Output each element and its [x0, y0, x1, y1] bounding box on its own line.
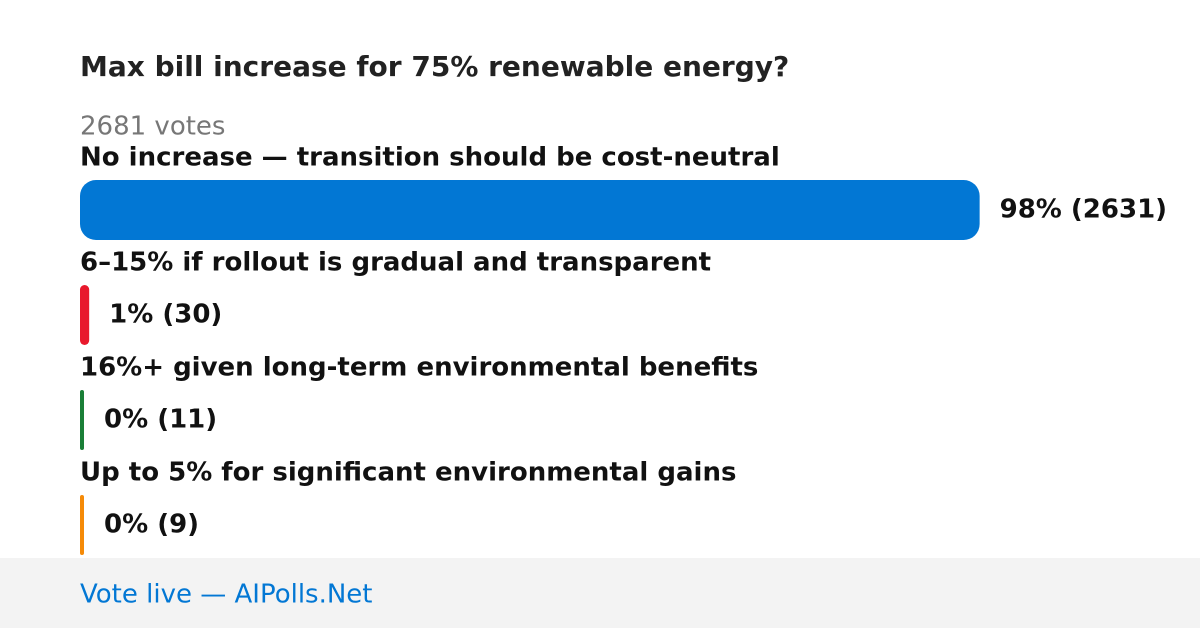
poll-title: Max bill increase for 75% renewable ener…: [80, 50, 789, 83]
result-label: 0% (9): [104, 510, 199, 540]
option-label: No increase — transition should be cost-…: [80, 143, 780, 173]
footer-link[interactable]: Vote live — AIPolls.Net: [80, 580, 373, 610]
result-bar: [80, 390, 84, 450]
option-label: Up to 5% for significant environmental g…: [80, 458, 736, 488]
result-label: 0% (11): [104, 405, 217, 435]
option-label: 6–15% if rollout is gradual and transpar…: [80, 248, 711, 278]
result-label: 1% (30): [109, 300, 222, 330]
result-bar: [80, 285, 90, 345]
result-bar: [80, 180, 980, 240]
result-bar: [80, 495, 84, 555]
option-label: 16%+ given long-term environmental benef…: [80, 353, 758, 383]
vote-count: 2681 votes: [80, 112, 225, 142]
footer-bar: [0, 558, 1200, 628]
result-label: 98% (2631): [1000, 195, 1167, 225]
